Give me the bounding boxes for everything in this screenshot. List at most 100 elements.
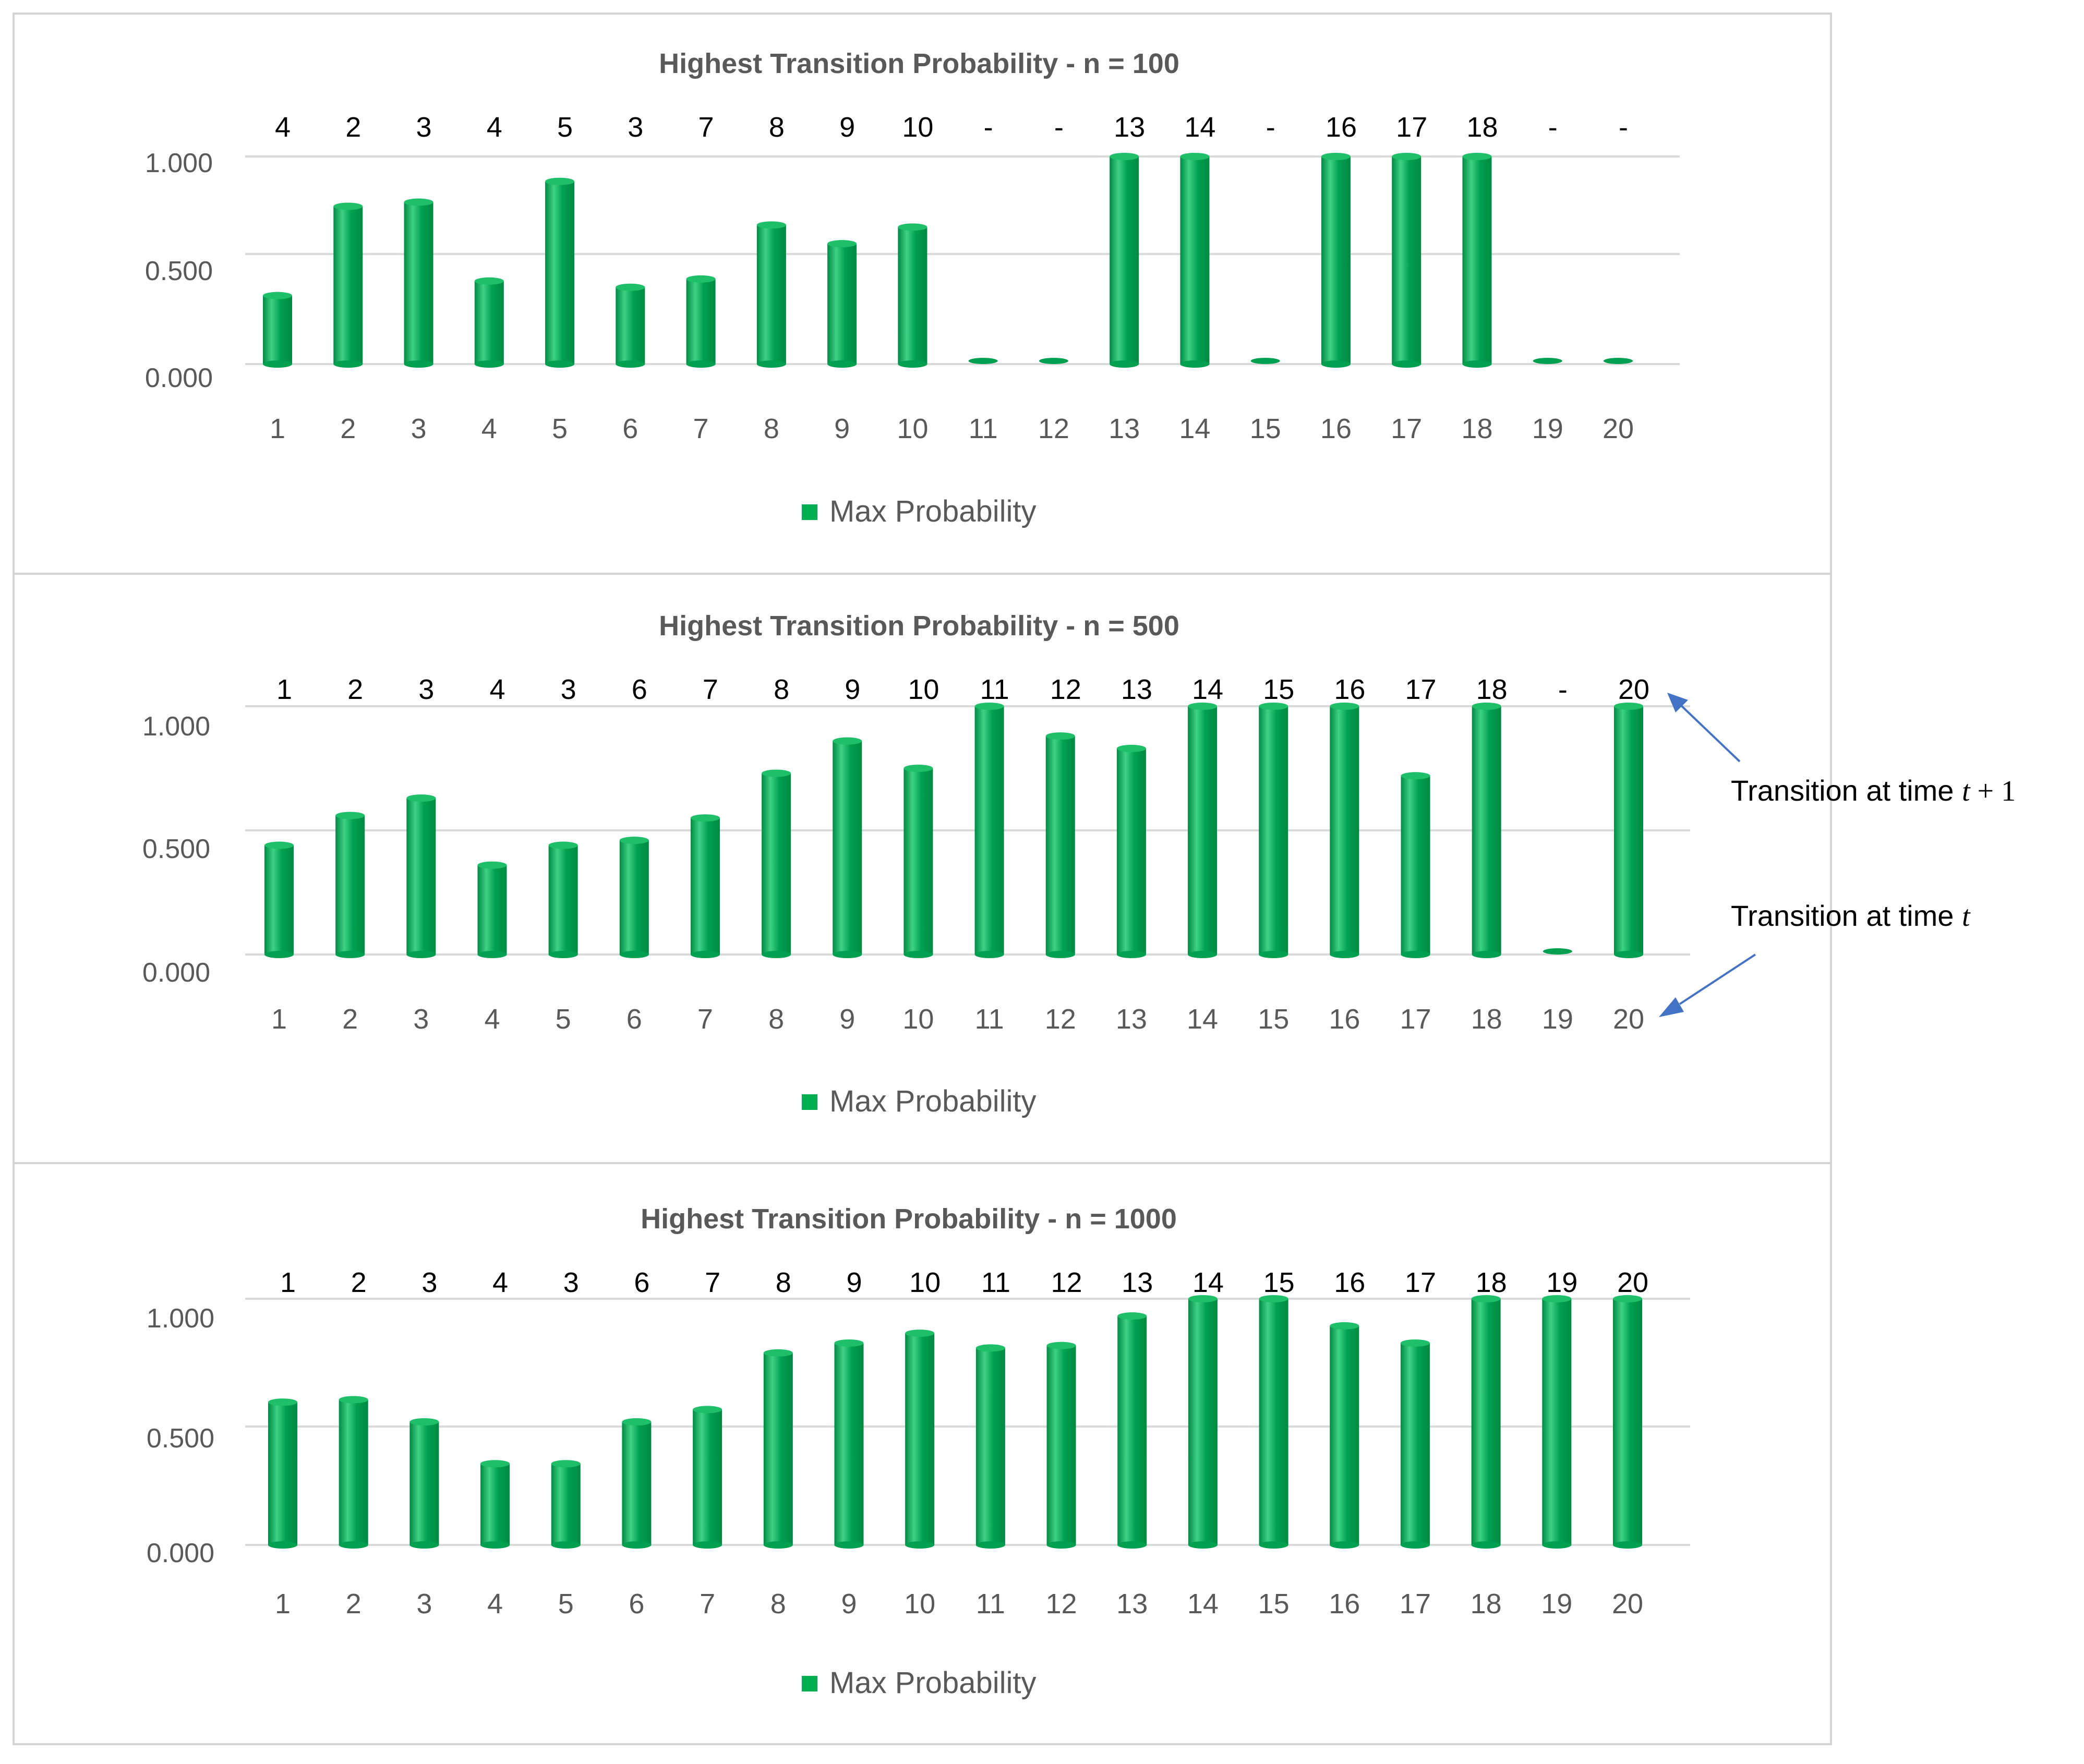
bar-body: [1110, 156, 1139, 364]
bar: [616, 283, 645, 368]
bar-base: [264, 951, 294, 958]
bar-cap: [1188, 1295, 1218, 1302]
x-tick-label: 17: [1400, 1588, 1431, 1620]
bar-cap: [833, 737, 862, 745]
x-tick-label: 18: [1471, 1588, 1502, 1620]
legend-marker: [802, 504, 817, 520]
bar: [833, 737, 862, 958]
x-tick-label: 13: [1116, 1588, 1148, 1620]
data-label: 4: [487, 112, 502, 143]
bar-body: [686, 279, 716, 364]
data-label: 20: [1617, 1267, 1648, 1298]
bar-cap: [1330, 1322, 1359, 1330]
bar-body: [1116, 748, 1146, 955]
bar-body: [1188, 1299, 1218, 1545]
x-tick-label: 2: [342, 1004, 358, 1035]
bar-body: [1045, 736, 1075, 955]
data-label: 1: [276, 674, 292, 705]
x-tick-label: 5: [558, 1588, 574, 1620]
x-tick-label: 2: [346, 1588, 362, 1620]
bar: [545, 177, 575, 368]
x-tick-label: 5: [556, 1004, 571, 1035]
bar-body: [905, 1333, 935, 1545]
bar: [968, 358, 998, 364]
bar-base: [1392, 360, 1422, 368]
data-label: 9: [845, 674, 860, 705]
x-tick-label: 10: [897, 413, 928, 444]
bar-cap: [264, 841, 294, 849]
bar-body: [1188, 706, 1218, 955]
data-label: 9: [839, 112, 855, 143]
data-label: 12: [1050, 674, 1081, 705]
bar-base: [406, 951, 436, 958]
bar-base: [690, 951, 720, 958]
bar-base: [1259, 1541, 1288, 1549]
bar-cap: [898, 223, 927, 231]
bar: [1614, 703, 1643, 958]
x-tick-label: 16: [1329, 1588, 1360, 1620]
x-tick-label: 19: [1532, 413, 1563, 444]
data-label: 19: [1546, 1267, 1577, 1298]
x-axis-ticks: 1 2 3 4 5 6 7 8 9 10 11 12 13 14 15 16 17 18 19 20: [275, 1588, 1643, 1620]
bar-cap: [1472, 703, 1501, 710]
bar-base: [1471, 1541, 1501, 1549]
bar-cap: [263, 292, 292, 299]
data-label: 3: [421, 1267, 437, 1298]
bar-base: [1045, 951, 1075, 958]
bars: [263, 153, 1633, 368]
bar-base: [480, 1541, 510, 1549]
data-label: 10: [902, 112, 933, 143]
x-tick-label: 1: [270, 413, 285, 444]
bar-body: [762, 773, 791, 955]
data-label: 7: [705, 1267, 720, 1298]
bar-body: [268, 1402, 297, 1545]
bar-base: [551, 1541, 581, 1549]
bar-body: [1321, 156, 1351, 364]
bar-body: [619, 840, 649, 955]
x-tick-label: 12: [1045, 1588, 1077, 1620]
bar-base: [619, 951, 649, 958]
bar-body: [335, 815, 365, 955]
bar-body: [264, 845, 294, 955]
bar: [480, 1460, 510, 1549]
bar: [756, 221, 786, 368]
data-label: -: [1266, 112, 1275, 143]
x-tick-label: 4: [487, 1588, 503, 1620]
bar-body: [763, 1352, 793, 1545]
bar: [622, 1418, 652, 1549]
x-tick-label: 2: [340, 413, 356, 444]
x-tick-label: 7: [693, 413, 709, 444]
bar-body: [834, 1343, 864, 1545]
data-label: 17: [1396, 112, 1427, 143]
bar-base: [833, 951, 862, 958]
bar: [477, 861, 507, 958]
data-label: 18: [1476, 1267, 1507, 1298]
bar-cap: [686, 275, 716, 283]
bar-base: [1330, 951, 1359, 958]
x-tick-label: 5: [552, 413, 568, 444]
bar-base: [1188, 1541, 1218, 1549]
bar-body: [827, 244, 857, 364]
bar: [693, 1406, 722, 1549]
bar-cap: [619, 837, 649, 844]
x-tick-label: 17: [1391, 413, 1422, 444]
bar-base: [904, 951, 933, 958]
x-tick-label: 17: [1400, 1004, 1431, 1035]
bar: [1188, 1295, 1218, 1549]
bar-base: [975, 1541, 1005, 1549]
y-tick-0000: 0.000: [142, 958, 210, 988]
x-tick-label: 16: [1329, 1004, 1360, 1035]
bar-cap: [690, 814, 720, 822]
bar: [335, 812, 365, 958]
bar-cap: [333, 202, 363, 210]
data-label: -: [1054, 112, 1064, 143]
y-axis-ticks: 1.000 0.500 0.000: [145, 148, 213, 393]
bar: [1471, 1295, 1501, 1549]
data-label: 12: [1051, 1267, 1082, 1298]
bar: [834, 1339, 864, 1549]
bar-body: [1180, 156, 1210, 364]
bar: [409, 1418, 439, 1549]
bar-cap: [268, 1398, 297, 1406]
x-tick-label: 9: [834, 413, 850, 444]
bar: [898, 223, 927, 368]
